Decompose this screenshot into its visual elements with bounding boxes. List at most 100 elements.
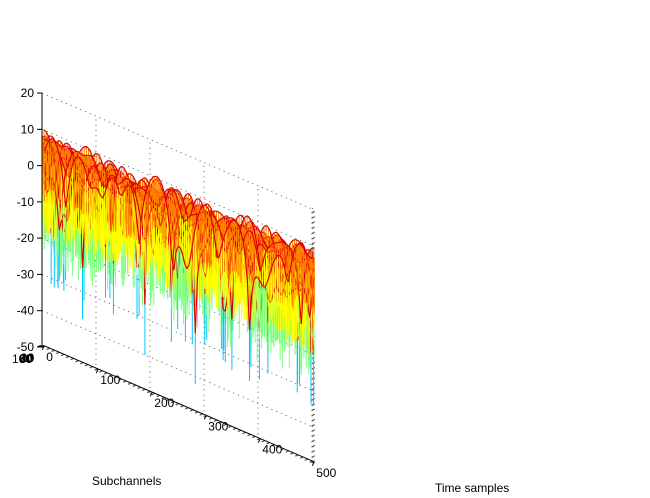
surface-ridge xyxy=(56,141,60,146)
surface-ridge xyxy=(255,248,259,262)
surface-ridge xyxy=(117,187,121,195)
surface-ridge xyxy=(287,245,291,249)
surface-ridge xyxy=(104,185,108,194)
surface-ridge xyxy=(56,205,60,230)
surface-ridge xyxy=(229,220,233,224)
surface-ridge xyxy=(216,256,220,259)
surface-ridge xyxy=(179,247,184,255)
surface-ridge xyxy=(263,249,268,257)
surface-ridge xyxy=(43,129,47,133)
surface-ridge xyxy=(130,173,134,177)
surface-ridge xyxy=(45,131,49,137)
surface-ridge xyxy=(136,224,140,245)
surface-ridge xyxy=(96,152,100,156)
surface-ridge xyxy=(250,221,255,229)
surface-ridge xyxy=(248,217,253,222)
surface-ridge xyxy=(197,197,200,200)
surface-ridge xyxy=(175,245,179,252)
surface-ridge xyxy=(149,177,153,182)
surface-mesh xyxy=(41,129,315,406)
surface-ridge xyxy=(183,194,187,199)
surface-ridge xyxy=(162,188,166,198)
backwall-gridline-z xyxy=(41,92,313,210)
surface-ridge xyxy=(190,238,194,253)
surface-ridge xyxy=(109,160,113,163)
surface-ridge xyxy=(130,186,134,193)
surface-ridge xyxy=(259,243,263,246)
surface-ridge xyxy=(145,185,149,193)
surface-ridge xyxy=(164,188,168,193)
surface-ridge xyxy=(189,195,194,202)
surface-ridge xyxy=(246,215,250,218)
surface-ridge xyxy=(123,177,127,180)
surface-ridge xyxy=(134,192,138,202)
surface-ridge xyxy=(289,248,294,254)
surface-ridge xyxy=(160,182,164,189)
surface-ridge xyxy=(130,181,134,187)
surface-ridge xyxy=(52,138,56,143)
surface-ridge xyxy=(234,217,238,223)
surface-ridge xyxy=(187,193,191,197)
surface-ridge xyxy=(231,217,234,220)
surface-ridge xyxy=(74,150,77,153)
surface-ridge xyxy=(91,187,95,190)
surface-ridge xyxy=(298,296,302,324)
surface-ridge xyxy=(51,135,55,139)
surface-ridge xyxy=(186,216,190,221)
surface-ridge xyxy=(259,264,263,272)
surface-ridge xyxy=(201,204,205,207)
surface-ridge xyxy=(188,214,192,218)
surface-ridge xyxy=(104,160,108,164)
surface-ridge xyxy=(151,175,155,179)
surface-ridge xyxy=(80,158,84,164)
surface-ridge xyxy=(179,209,184,219)
surface-ridge xyxy=(112,177,117,182)
surface-ridge xyxy=(60,158,64,166)
surface-ridge xyxy=(257,261,261,272)
surface-ridge xyxy=(253,238,257,249)
floor-gridline-y xyxy=(42,346,314,463)
surface-ridge xyxy=(158,178,162,183)
surface-ridge xyxy=(81,146,85,149)
surface-ridge xyxy=(192,200,196,207)
surface-ridge xyxy=(238,225,242,233)
surface-ridge xyxy=(173,190,177,196)
surface-ridge xyxy=(182,254,186,264)
surface-ridge xyxy=(69,154,73,159)
surface-ridge xyxy=(56,147,61,157)
surface-ridge xyxy=(257,251,261,268)
surface-ridge xyxy=(82,163,86,171)
surface-ridge xyxy=(113,164,117,169)
surface-ridge xyxy=(74,156,78,161)
surface-ridge xyxy=(166,210,171,229)
surface-ridge xyxy=(108,163,111,166)
surface-ridge xyxy=(138,217,143,245)
surface-ridge xyxy=(112,165,116,171)
surface-ridge xyxy=(98,155,102,161)
surface-ridge xyxy=(99,162,103,164)
surface-ridge xyxy=(276,231,280,235)
surface-ridge xyxy=(190,205,194,215)
surface-ridge xyxy=(309,296,313,318)
surface-ridge xyxy=(185,193,189,195)
surface-ridge xyxy=(171,188,175,192)
surface-ridge xyxy=(132,186,136,193)
surface-ridge xyxy=(134,187,138,190)
surface-ridge xyxy=(78,151,82,154)
surface-ridge xyxy=(263,224,267,227)
surface-ridge xyxy=(111,161,115,166)
surface-ridge xyxy=(240,231,244,242)
surface-ridge xyxy=(269,231,274,240)
surface-ridge xyxy=(102,193,106,199)
surface-ridge xyxy=(142,188,146,192)
surface-ridge xyxy=(306,250,310,255)
surface-ridge xyxy=(138,179,142,183)
surface-ridge xyxy=(110,163,114,167)
surface-ridge xyxy=(117,183,120,185)
surface-ridge xyxy=(58,140,61,142)
surface-ridge xyxy=(101,163,106,168)
surface-ridge xyxy=(48,138,52,142)
surface-ridge xyxy=(308,247,313,252)
surface-ridge xyxy=(220,213,224,217)
sidewall-gridline-z xyxy=(311,207,315,210)
